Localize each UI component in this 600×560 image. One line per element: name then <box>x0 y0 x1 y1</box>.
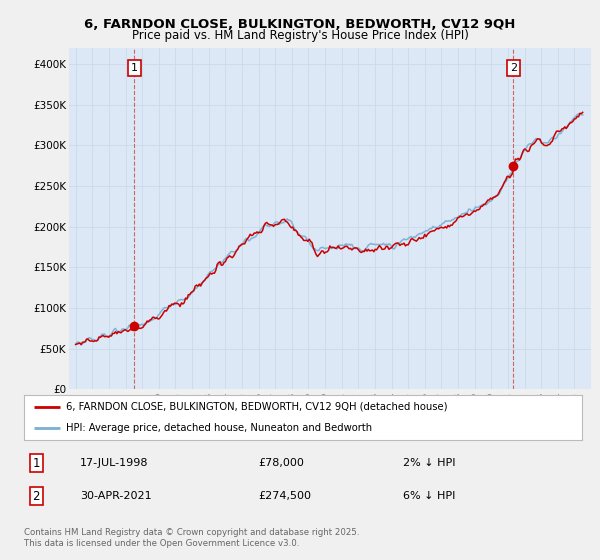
Text: 6% ↓ HPI: 6% ↓ HPI <box>403 491 456 501</box>
Text: Contains HM Land Registry data © Crown copyright and database right 2025.
This d: Contains HM Land Registry data © Crown c… <box>24 528 359 548</box>
Text: Price paid vs. HM Land Registry's House Price Index (HPI): Price paid vs. HM Land Registry's House … <box>131 29 469 42</box>
Text: 17-JUL-1998: 17-JUL-1998 <box>80 458 148 468</box>
Text: 2% ↓ HPI: 2% ↓ HPI <box>403 458 456 468</box>
Text: HPI: Average price, detached house, Nuneaton and Bedworth: HPI: Average price, detached house, Nune… <box>66 422 372 432</box>
Text: 6, FARNDON CLOSE, BULKINGTON, BEDWORTH, CV12 9QH: 6, FARNDON CLOSE, BULKINGTON, BEDWORTH, … <box>85 18 515 31</box>
Text: 6, FARNDON CLOSE, BULKINGTON, BEDWORTH, CV12 9QH (detached house): 6, FARNDON CLOSE, BULKINGTON, BEDWORTH, … <box>66 402 448 412</box>
Text: £274,500: £274,500 <box>259 491 311 501</box>
Text: 1: 1 <box>131 63 138 73</box>
Text: 2: 2 <box>510 63 517 73</box>
Text: £78,000: £78,000 <box>259 458 304 468</box>
Text: 2: 2 <box>32 489 40 502</box>
Text: 30-APR-2021: 30-APR-2021 <box>80 491 151 501</box>
Text: 1: 1 <box>32 457 40 470</box>
